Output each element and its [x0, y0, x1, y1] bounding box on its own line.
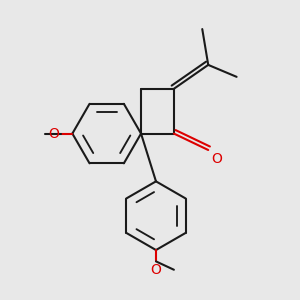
Text: O: O [151, 263, 161, 277]
Text: O: O [49, 127, 59, 141]
Text: O: O [211, 152, 222, 167]
